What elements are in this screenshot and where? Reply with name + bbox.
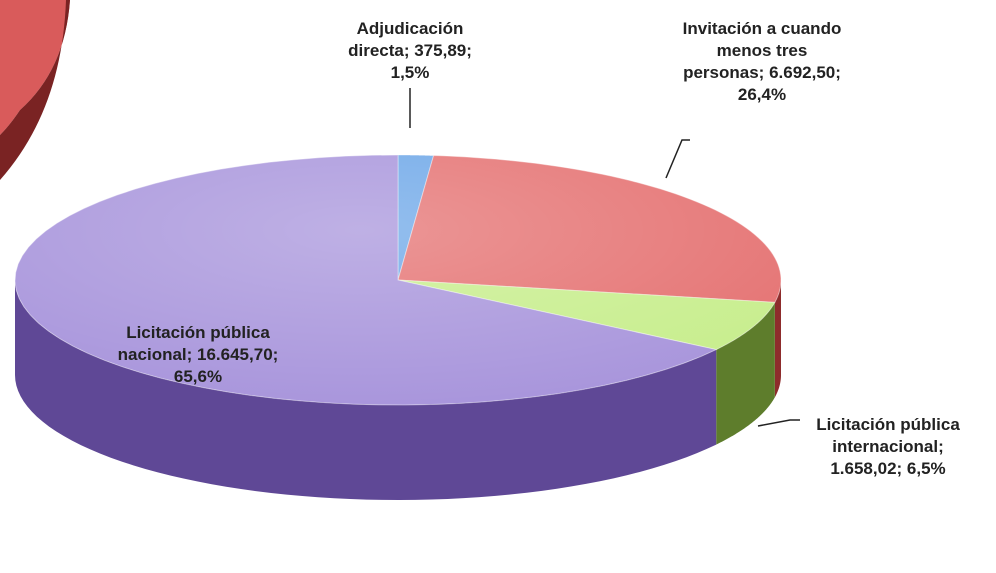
label-line: nacional; 16.645,70; — [118, 345, 279, 364]
data-label: Invitación a cuando menos tres personas; 6… — [683, 19, 842, 104]
label-line: Licitación pública — [816, 415, 960, 434]
label-line: menos tres — [717, 41, 808, 60]
label-line: Invitación a cuando — [683, 19, 842, 38]
label-line: 1,5% — [391, 63, 430, 82]
label-line: 65,6% — [174, 367, 222, 386]
label-line: 26,4% — [738, 85, 786, 104]
data-label: Licitación pública internacional; 1.658,02… — [816, 415, 960, 478]
label-line: 1.658,02; 6,5% — [830, 459, 945, 478]
label-line: personas; 6.692,50; — [683, 63, 841, 82]
leader-line — [757, 419, 800, 427]
data-label: Adjudicación directa; 375,89; 1,5% — [348, 19, 472, 82]
label-line: Adjudicación — [357, 19, 464, 38]
partial-pie-side — [0, 0, 70, 180]
label-line: internacional; — [832, 437, 943, 456]
data-label: Licitación pública nacional; 16.645,70; 65… — [118, 323, 279, 386]
label-line: Licitación pública — [126, 323, 270, 342]
label-line: directa; 375,89; — [348, 41, 472, 60]
leader-line — [665, 139, 690, 179]
labels: Adjudicación directa; 375,89; 1,5% Invitaci… — [118, 19, 961, 478]
partial-pie — [0, 0, 70, 135]
slice-side — [15, 280, 717, 500]
slice — [397, 155, 782, 303]
